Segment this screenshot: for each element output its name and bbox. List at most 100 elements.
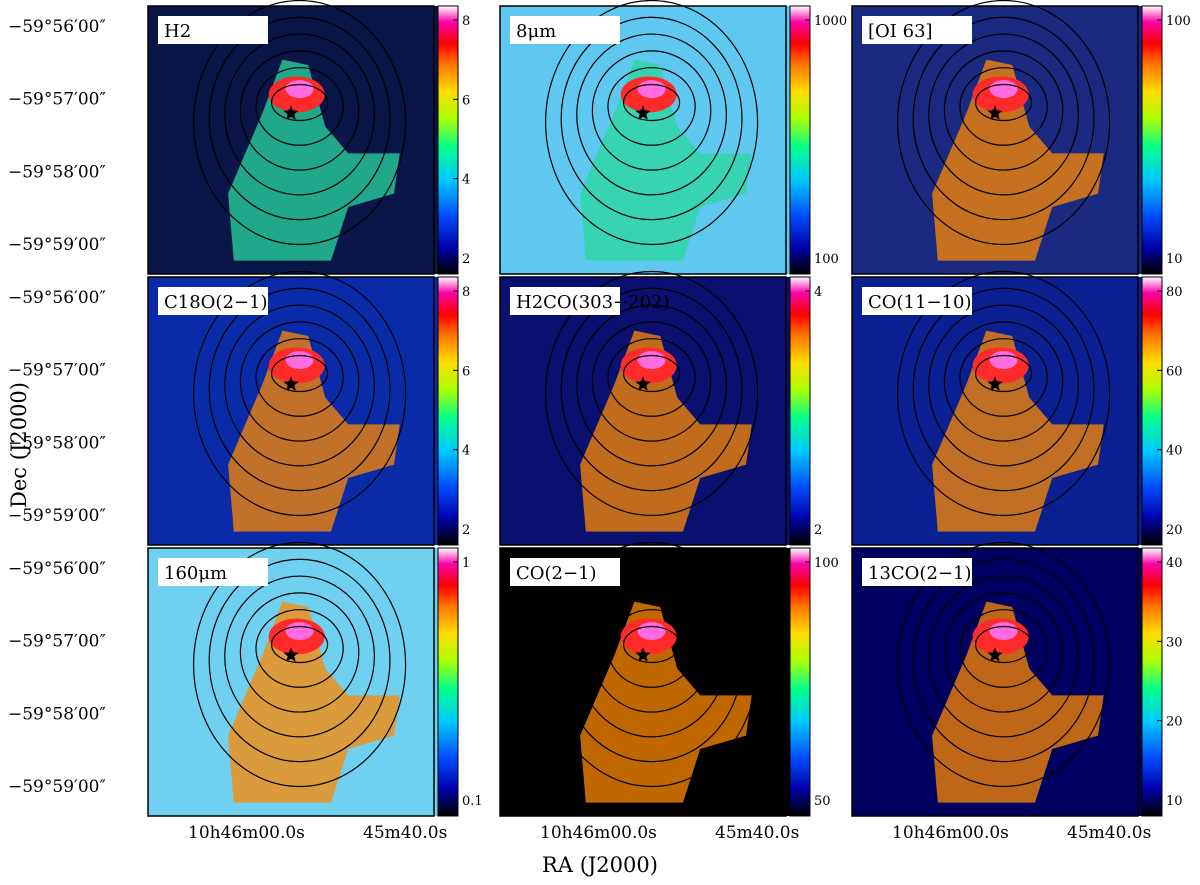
emission-peak-core — [285, 80, 314, 99]
contour-line — [974, 625, 1033, 664]
emission-region — [228, 59, 400, 261]
y-tick-label: −59°57′00″ — [8, 90, 106, 110]
x-tick-label: 10h46m00.0s — [892, 823, 1009, 843]
source-star-marker — [987, 105, 1003, 120]
panel-label-box — [510, 287, 620, 315]
x-tick-label: 10h46m00.0s — [188, 823, 305, 843]
panel-label: H2CO(303−202) — [516, 292, 670, 313]
contour-line — [912, 558, 1095, 763]
colorbar-tick-label: 60 — [1166, 364, 1183, 379]
colorbar-tick-label: 100 — [1166, 14, 1191, 29]
contour-line — [224, 304, 375, 467]
colorbar-tick-label: 1 — [462, 556, 470, 571]
colorbar-tick-label: 40 — [1166, 556, 1183, 571]
colorbar-tick-label: 6 — [462, 364, 470, 379]
contour-line — [270, 354, 329, 393]
contour-line — [208, 287, 391, 492]
panel-label-box — [510, 16, 620, 44]
panel-label-box — [862, 16, 972, 44]
x-tick-label: 45m40.0s — [1067, 823, 1151, 843]
colorbar — [437, 547, 459, 817]
emission-peak-core — [637, 351, 666, 370]
contour-line — [912, 16, 1095, 221]
colorbar — [1141, 547, 1163, 817]
contour-line — [224, 575, 375, 738]
contour-line — [928, 575, 1079, 738]
colorbar — [1141, 276, 1163, 546]
contour-line — [943, 592, 1064, 713]
panel-frame — [851, 547, 1139, 817]
contour-line — [193, 0, 407, 246]
panel-label: CO(11−10) — [868, 292, 971, 313]
colorbar-tick-label: 20 — [1166, 715, 1183, 730]
panel-label-box — [158, 16, 268, 44]
source-star-marker — [987, 647, 1003, 662]
panel-c18o: 8 6 4 2 C18O(2−1) — [147, 270, 470, 546]
panel-grid: 8 6 4 2 H2 1000 100 8μm 100 10 [OI 63] 8 6 4 2 C18O(2−1… — [147, 0, 1191, 817]
panel-160um: 1 0.1 160μm — [147, 541, 483, 817]
contour-line — [591, 592, 712, 713]
emission-region — [228, 330, 400, 532]
contour-line — [943, 321, 1064, 442]
contour-line — [544, 541, 759, 788]
panel-label: [OI 63] — [868, 21, 933, 42]
contour-line — [622, 625, 681, 664]
colorbar-tick-label: 10 — [1166, 252, 1183, 267]
source-star-marker — [283, 376, 299, 391]
colorbar — [1141, 5, 1163, 275]
colorbar-tick-label: 4 — [462, 173, 470, 188]
axis-labels: −59°56′00″ −59°57′00″ −59°58′00″ −59°59′00″… — [7, 17, 1151, 877]
y-tick-label: −59°57′00″ — [8, 361, 106, 381]
colorbar-tick-label: 8 — [462, 285, 470, 300]
contour-line — [928, 304, 1079, 467]
panel-label: 160μm — [164, 563, 227, 584]
contour-line — [239, 50, 360, 171]
panel-8um: 1000 100 8μm — [499, 0, 847, 275]
panel-co21: 100 50 CO(2−1) — [499, 541, 839, 817]
panel-h2: 8 6 4 2 H2 — [147, 0, 470, 275]
emission-peak-core — [637, 80, 666, 99]
source-star-marker — [283, 647, 299, 662]
emission-region — [580, 330, 752, 532]
colorbar-tick-label: 2 — [462, 523, 470, 538]
source-star-marker — [987, 376, 1003, 391]
colorbar-tick-label: 4 — [814, 285, 822, 300]
emission-region — [580, 601, 752, 803]
panel-frame — [499, 5, 787, 275]
y-tick-label: −59°58′00″ — [8, 433, 106, 453]
contour-line — [959, 338, 1048, 417]
emission-region — [932, 330, 1104, 532]
colorbar-tick-label: 100 — [814, 252, 839, 267]
contour-line — [255, 609, 344, 688]
panel-label-box — [510, 558, 620, 586]
panel-label-box — [158, 558, 268, 586]
colorbar-tick-label: 10 — [1166, 794, 1183, 809]
emission-peak-core — [285, 622, 314, 641]
contour-line — [576, 304, 727, 467]
colorbar-tick-label: 4 — [462, 444, 470, 459]
y-axis-title: Dec (J2000) — [7, 382, 31, 508]
x-tick-label: 10h46m00.0s — [540, 823, 657, 843]
contour-line — [591, 321, 712, 442]
y-tick-label: −59°59′00″ — [8, 235, 106, 255]
emission-peak-core — [637, 622, 666, 641]
panel-label-box — [158, 287, 268, 315]
colorbar — [437, 5, 459, 275]
colorbar-tick-label: 50 — [814, 794, 831, 809]
contour-line — [560, 287, 743, 492]
y-tick-label: −59°56′00″ — [8, 288, 106, 308]
colorbar-tick-label: 2 — [814, 523, 822, 538]
colorbar-tick-label: 8 — [462, 14, 470, 29]
contour-line — [255, 338, 344, 417]
panel-label-box — [862, 558, 972, 586]
contour-line — [239, 321, 360, 442]
contour-line — [959, 67, 1048, 146]
panel-frame — [851, 5, 1139, 275]
source-star-marker — [635, 105, 651, 120]
contour-line — [928, 33, 1079, 196]
contour-line — [576, 33, 727, 196]
contour-line — [896, 541, 1111, 788]
emission-peak-core — [989, 351, 1018, 370]
contour-line — [974, 354, 1033, 393]
